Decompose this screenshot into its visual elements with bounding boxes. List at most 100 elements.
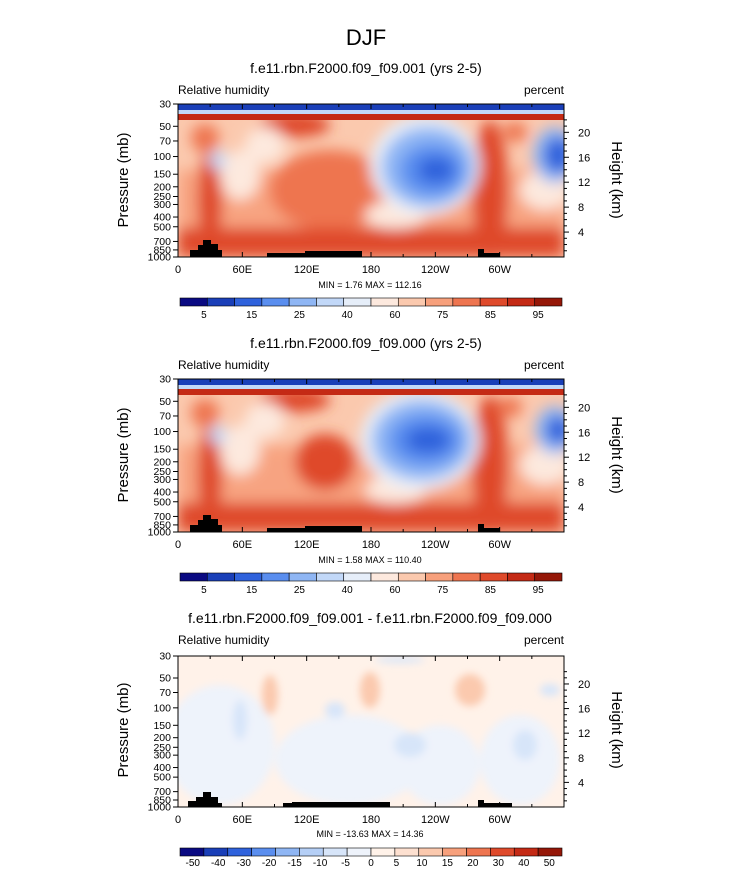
colorbar-swatch	[513, 847, 539, 857]
terrain-mask	[190, 515, 500, 532]
colorbar-label: 15	[442, 858, 454, 869]
colorbar-label: 15	[246, 585, 258, 596]
humidity-field	[178, 104, 564, 257]
colorbar-swatch	[537, 847, 563, 857]
units-label: percent	[524, 633, 565, 647]
x-tick-label: 180	[362, 264, 380, 276]
y-tick-label: 50	[159, 121, 171, 133]
x-tick-label: 120W	[421, 539, 450, 551]
colorbar-label: 5	[394, 858, 400, 869]
colorbar-label: 85	[485, 585, 497, 596]
y2-axis-label: Height (km)	[608, 416, 625, 494]
colorbar-swatch	[261, 572, 290, 582]
y2-tick-label: 8	[578, 202, 584, 214]
colorbar-swatch	[234, 572, 263, 582]
panel-title: f.e11.rbn.F2000.f09_f09.001 (yrs 2-5)	[250, 60, 482, 76]
y-tick-label: 150	[153, 169, 171, 181]
panel-title: f.e11.rbn.F2000.f09_f09.001 - f.e11.rbn.…	[188, 610, 552, 626]
variable-label: Relative humidity	[178, 358, 269, 372]
x-tick-label: 120E	[294, 814, 320, 826]
y-tick-label: 100	[153, 151, 171, 163]
colorbar-label: 40	[342, 585, 354, 596]
y-tick-label: 500	[153, 221, 171, 233]
y-tick-label: 700	[153, 236, 171, 248]
colorbar-swatch	[425, 297, 454, 307]
y-tick-label: 30	[159, 651, 171, 663]
y2-tick-label: 4	[578, 777, 584, 789]
colorbar-label: 95	[533, 585, 545, 596]
x-tick-label: 180	[362, 539, 380, 551]
colorbar: -50 -40 -30 -20 -15 -10 -5 0 5 10 15 20 30 40 50	[179, 847, 563, 869]
colorbar-swatch	[466, 847, 491, 857]
y-tick-label: 50	[159, 396, 171, 408]
colorbar-swatch	[203, 847, 229, 857]
y-tick-label: 500	[153, 772, 171, 784]
y-tick-label: 300	[153, 199, 171, 211]
y2-axis-label: Height (km)	[608, 141, 625, 219]
y-tick-label: 250	[153, 742, 171, 754]
y-tick-label: 100	[153, 426, 171, 438]
y-axis-label: Pressure (mb)	[115, 682, 132, 777]
y2-tick-label: 12	[578, 177, 590, 189]
colorbar-swatch	[452, 572, 481, 582]
x-tick-label: 120W	[421, 264, 450, 276]
variable-label: Relative humidity	[178, 83, 269, 97]
colorbar-swatch	[479, 572, 508, 582]
x-tick-label: 180	[362, 814, 380, 826]
colorbar-swatch	[479, 297, 508, 307]
colorbar-label: 25	[294, 310, 306, 321]
colorbar-label: 5	[201, 310, 207, 321]
y-axis-height: 4 8 12 16 20	[564, 394, 590, 527]
colorbar-swatch	[346, 847, 372, 857]
y-tick-label: 30	[159, 99, 171, 111]
colorbar-swatch	[370, 847, 396, 857]
colorbar-label: -5	[341, 858, 350, 869]
colorbar-swatch	[394, 847, 420, 857]
y-tick-label: 200	[153, 181, 171, 193]
x-axis: 0 60E 120E 180 120W 60W	[175, 379, 533, 551]
colorbar-label: 95	[533, 310, 545, 321]
y-tick-label: 150	[153, 720, 171, 732]
y-tick-label: 850	[153, 519, 171, 531]
y-axis-label: Pressure (mb)	[115, 132, 132, 227]
panel-difference: f.e11.rbn.F2000.f09_f09.001 - f.e11.rbn.…	[115, 610, 625, 869]
colorbar-label: 60	[389, 310, 401, 321]
x-tick-label: 60W	[488, 264, 511, 276]
colorbar-swatch	[397, 572, 426, 582]
colorbar-label: 15	[246, 310, 258, 321]
colorbar-label: -20	[262, 858, 277, 869]
y2-tick-label: 8	[578, 753, 584, 765]
colorbar-label: 25	[294, 585, 306, 596]
colorbar-label: 85	[485, 310, 497, 321]
colorbar-swatch	[251, 847, 276, 857]
colorbar-swatch	[322, 847, 348, 857]
colorbar-label: 20	[467, 858, 479, 869]
y-tick-label: 50	[159, 672, 171, 684]
y-tick-label: 30	[159, 374, 171, 386]
colorbar-swatch	[206, 572, 235, 582]
colorbar-swatch	[206, 297, 235, 307]
y2-tick-label: 16	[578, 427, 590, 439]
y-tick-label: 250	[153, 466, 171, 478]
y-tick-label: 150	[153, 444, 171, 456]
y2-tick-label: 16	[578, 704, 590, 716]
x-tick-label: 120E	[294, 264, 320, 276]
colorbar-label: 40	[342, 310, 354, 321]
colorbar: 5 15 25 40 60 75 85 95	[179, 572, 563, 596]
x-tick-label: 60W	[488, 814, 511, 826]
colorbar-label: -15	[287, 858, 302, 869]
y2-tick-label: 12	[578, 728, 590, 740]
variable-label: Relative humidity	[178, 633, 269, 647]
colorbar-swatch	[442, 847, 467, 857]
y2-tick-label: 20	[578, 127, 590, 139]
colorbar-swatch	[316, 297, 345, 307]
colorbar-label: 0	[368, 858, 374, 869]
x-tick-label: 0	[175, 814, 181, 826]
y-tick-label: 300	[153, 750, 171, 762]
y2-tick-label: 4	[578, 227, 584, 239]
terrain-mask	[190, 240, 500, 257]
y-tick-label: 200	[153, 732, 171, 744]
y2-tick-label: 8	[578, 477, 584, 489]
colorbar-swatch	[507, 297, 536, 307]
